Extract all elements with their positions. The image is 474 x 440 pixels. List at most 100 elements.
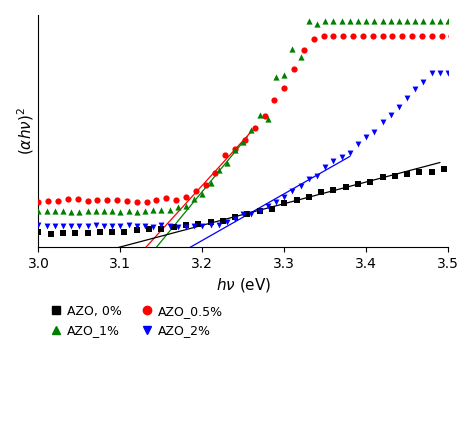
Point: [207, 180, 214, 187]
Point: [411, 85, 419, 92]
Point: [261, 112, 268, 119]
Point: [35, 207, 42, 214]
Point: [399, 33, 406, 40]
Point: [272, 199, 280, 206]
Point: [145, 226, 153, 233]
Point: [100, 208, 108, 215]
Point: [403, 171, 411, 178]
Point: [290, 66, 298, 73]
Point: [133, 209, 141, 216]
Point: [47, 230, 55, 237]
Point: [64, 195, 72, 202]
Point: [96, 229, 104, 236]
Point: [153, 196, 160, 203]
Point: [67, 208, 75, 215]
Point: [191, 222, 198, 229]
Point: [202, 181, 210, 188]
Point: [305, 18, 312, 25]
Point: [207, 219, 214, 226]
Point: [117, 222, 124, 229]
Point: [143, 198, 150, 205]
Point: [149, 224, 157, 231]
Point: [428, 69, 436, 76]
Point: [84, 208, 91, 215]
Point: [125, 222, 132, 229]
Legend: AZO, 0%, AZO_1%, AZO_0.5%, AZO_2%: AZO, 0%, AZO_1%, AZO_0.5%, AZO_2%: [45, 300, 228, 342]
Point: [141, 223, 149, 230]
Point: [419, 18, 427, 25]
Point: [231, 213, 239, 220]
Point: [76, 222, 83, 229]
Point: [182, 202, 190, 209]
Point: [305, 176, 312, 183]
Point: [133, 223, 141, 230]
Point: [199, 222, 206, 229]
Point: [149, 207, 157, 214]
Point: [256, 207, 264, 214]
Point: [163, 195, 170, 202]
Point: [76, 208, 83, 215]
Point: [121, 229, 128, 236]
Point: [339, 33, 347, 40]
Point: [59, 230, 67, 237]
Point: [244, 211, 251, 218]
Point: [211, 170, 219, 177]
Point: [403, 18, 411, 25]
Point: [55, 198, 62, 205]
Point: [199, 191, 206, 198]
Point: [35, 229, 42, 236]
Point: [109, 228, 116, 235]
Point: [182, 222, 190, 229]
Point: [92, 222, 100, 229]
Point: [329, 186, 337, 193]
Point: [349, 33, 357, 40]
Point: [354, 180, 362, 187]
Point: [221, 152, 229, 159]
Point: [264, 116, 272, 123]
Y-axis label: $(\alpha h\nu)^2$: $(\alpha h\nu)^2$: [15, 107, 36, 155]
Point: [174, 203, 182, 210]
Point: [173, 197, 180, 204]
Point: [320, 33, 328, 40]
Point: [346, 18, 354, 25]
Point: [305, 194, 312, 201]
Point: [59, 208, 67, 215]
Point: [379, 118, 386, 125]
Point: [359, 33, 367, 40]
Point: [92, 208, 100, 215]
Point: [43, 222, 50, 229]
Point: [389, 33, 396, 40]
Point: [281, 194, 288, 201]
Point: [223, 218, 231, 225]
Point: [256, 207, 264, 214]
Point: [342, 184, 349, 191]
Point: [362, 18, 370, 25]
Point: [231, 147, 239, 154]
Point: [51, 207, 59, 214]
Point: [387, 18, 394, 25]
Point: [354, 140, 362, 147]
Point: [133, 198, 141, 205]
Point: [281, 84, 288, 92]
Point: [231, 216, 239, 223]
Point: [170, 224, 177, 231]
Point: [321, 163, 329, 170]
Point: [418, 33, 426, 40]
Point: [362, 133, 370, 140]
Point: [45, 197, 52, 204]
Point: [113, 196, 121, 203]
Point: [84, 222, 91, 229]
Point: [297, 182, 304, 189]
Point: [251, 125, 258, 132]
Point: [109, 223, 116, 230]
Point: [369, 33, 376, 40]
Point: [35, 198, 42, 205]
Point: [182, 194, 190, 201]
Point: [239, 211, 247, 218]
Point: [300, 47, 308, 54]
Point: [157, 207, 165, 214]
Point: [219, 217, 227, 224]
Point: [438, 33, 445, 40]
Point: [329, 33, 337, 40]
Point: [215, 167, 222, 174]
